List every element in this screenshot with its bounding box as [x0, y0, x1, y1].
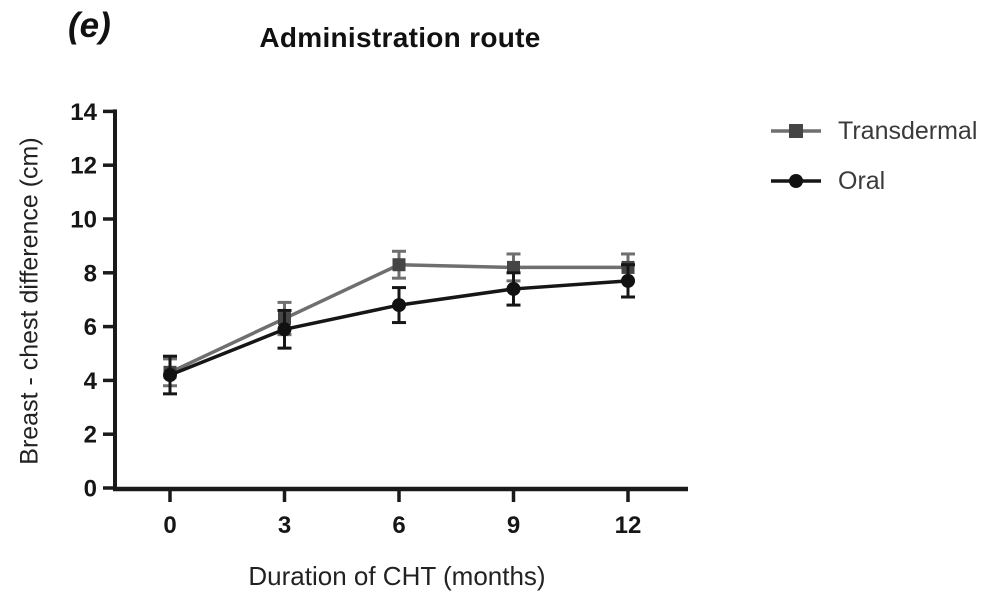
data-point-marker — [163, 368, 177, 383]
data-point-marker — [621, 273, 635, 288]
chart-title: Administration route — [259, 22, 541, 53]
x-tick-label: 6 — [392, 512, 405, 539]
transdermal-line-marker-icon — [771, 124, 821, 138]
y-tick-label: 14 — [70, 99, 97, 126]
data-point-marker — [392, 298, 406, 313]
data-point-marker — [507, 260, 520, 274]
y-tick-label: 0 — [84, 476, 97, 503]
x-tick-label: 0 — [163, 512, 176, 539]
oral-line-marker-icon — [771, 174, 821, 188]
panel-label: (e) — [68, 6, 111, 45]
legend: Transdermal Oral — [770, 116, 977, 196]
legend-item-oral: Oral — [770, 166, 977, 196]
legend-item-transdermal: Transdermal — [770, 116, 977, 146]
series-oral — [163, 263, 635, 396]
y-tick-label: 2 — [84, 422, 97, 449]
y-tick-label: 10 — [70, 207, 97, 234]
data-point-marker — [277, 322, 292, 337]
legend-label-transdermal: Transdermal — [838, 116, 978, 145]
y-tick-label: 12 — [70, 153, 97, 180]
x-tick-label: 9 — [507, 512, 520, 539]
y-tick-label: 4 — [84, 368, 98, 395]
y-tick-label: 6 — [84, 314, 97, 341]
x-tick-label: 12 — [615, 512, 642, 539]
y-tick-label: 8 — [84, 260, 97, 287]
legend-label-oral: Oral — [838, 166, 886, 195]
data-point-marker — [506, 281, 521, 296]
x-tick-label: 3 — [278, 512, 291, 539]
axes: 0 2 4 6 8 10 12 14 0 3 6 9 12 — [70, 99, 688, 539]
data-point-marker — [392, 258, 406, 272]
x-axis-label: Duration of CHT (months) — [248, 561, 546, 591]
